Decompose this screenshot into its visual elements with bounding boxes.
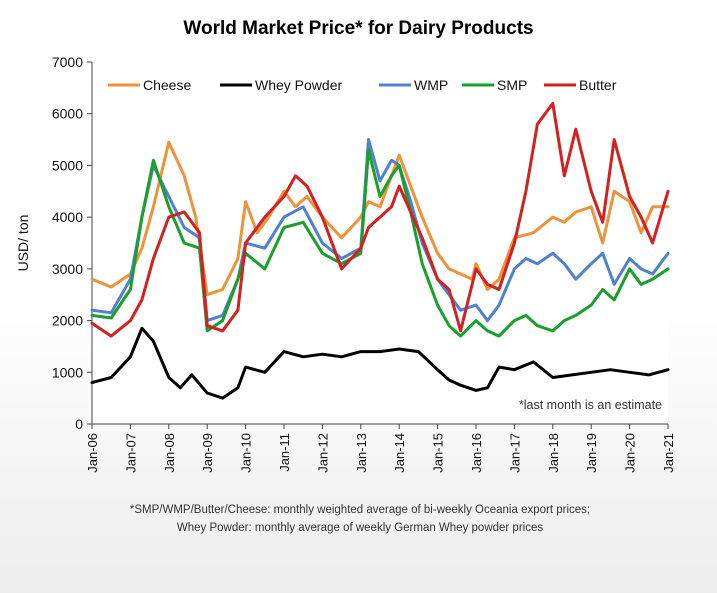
y-tick-label: 1000 [52, 364, 83, 380]
estimate-annotation: *last month is an estimate [519, 398, 662, 412]
legend-label: SMP [497, 77, 527, 93]
y-axis-label: USD/ ton [15, 215, 31, 272]
footnote-line-2: Whey Powder: monthly average of weekly G… [176, 522, 544, 534]
y-tick-label: 7000 [52, 54, 83, 70]
y-tick-label: 2000 [52, 313, 83, 329]
legend-label: Cheese [143, 77, 191, 93]
y-tick-label: 4000 [52, 209, 83, 225]
x-tick-label: Jan-07 [123, 433, 138, 473]
x-tick-label: Jan-19 [584, 433, 599, 473]
y-tick-label: 0 [75, 416, 83, 432]
x-tick-label: Jan-15 [431, 433, 446, 473]
x-tick-label: Jan-18 [546, 433, 561, 473]
legend-label: Whey Powder [255, 77, 342, 93]
x-tick-label: Jan-09 [200, 433, 215, 473]
x-tick-label: Jan-17 [507, 433, 522, 473]
x-tick-label: Jan-20 [623, 433, 638, 473]
x-tick-label: Jan-12 [315, 433, 330, 473]
series-line-butter [90, 101, 670, 338]
y-tick-label: 3000 [52, 261, 83, 277]
x-tick-label: Jan-08 [162, 433, 177, 473]
footnote-line-1: *SMP/WMP/Butter/Cheese: monthly weighted… [129, 504, 591, 516]
x-tick-label: Jan-10 [239, 433, 254, 473]
chart-title: World Market Price* for Dairy Products [183, 18, 534, 39]
x-tick-label: Jan-21 [661, 433, 676, 473]
x-tick-label: Jan-13 [354, 433, 369, 473]
x-tick-label: Jan-14 [392, 433, 407, 473]
series-line-whey-powder [90, 326, 670, 400]
plot-area [92, 62, 668, 424]
x-tick-label: Jan-11 [277, 433, 292, 472]
y-tick-label: 6000 [52, 106, 83, 122]
x-tick-label: Jan-16 [469, 433, 484, 473]
legend-label: Butter [579, 77, 617, 93]
x-tick-label: Jan-06 [85, 433, 100, 473]
legend-label: WMP [414, 77, 448, 93]
y-tick-label: 5000 [52, 157, 83, 173]
